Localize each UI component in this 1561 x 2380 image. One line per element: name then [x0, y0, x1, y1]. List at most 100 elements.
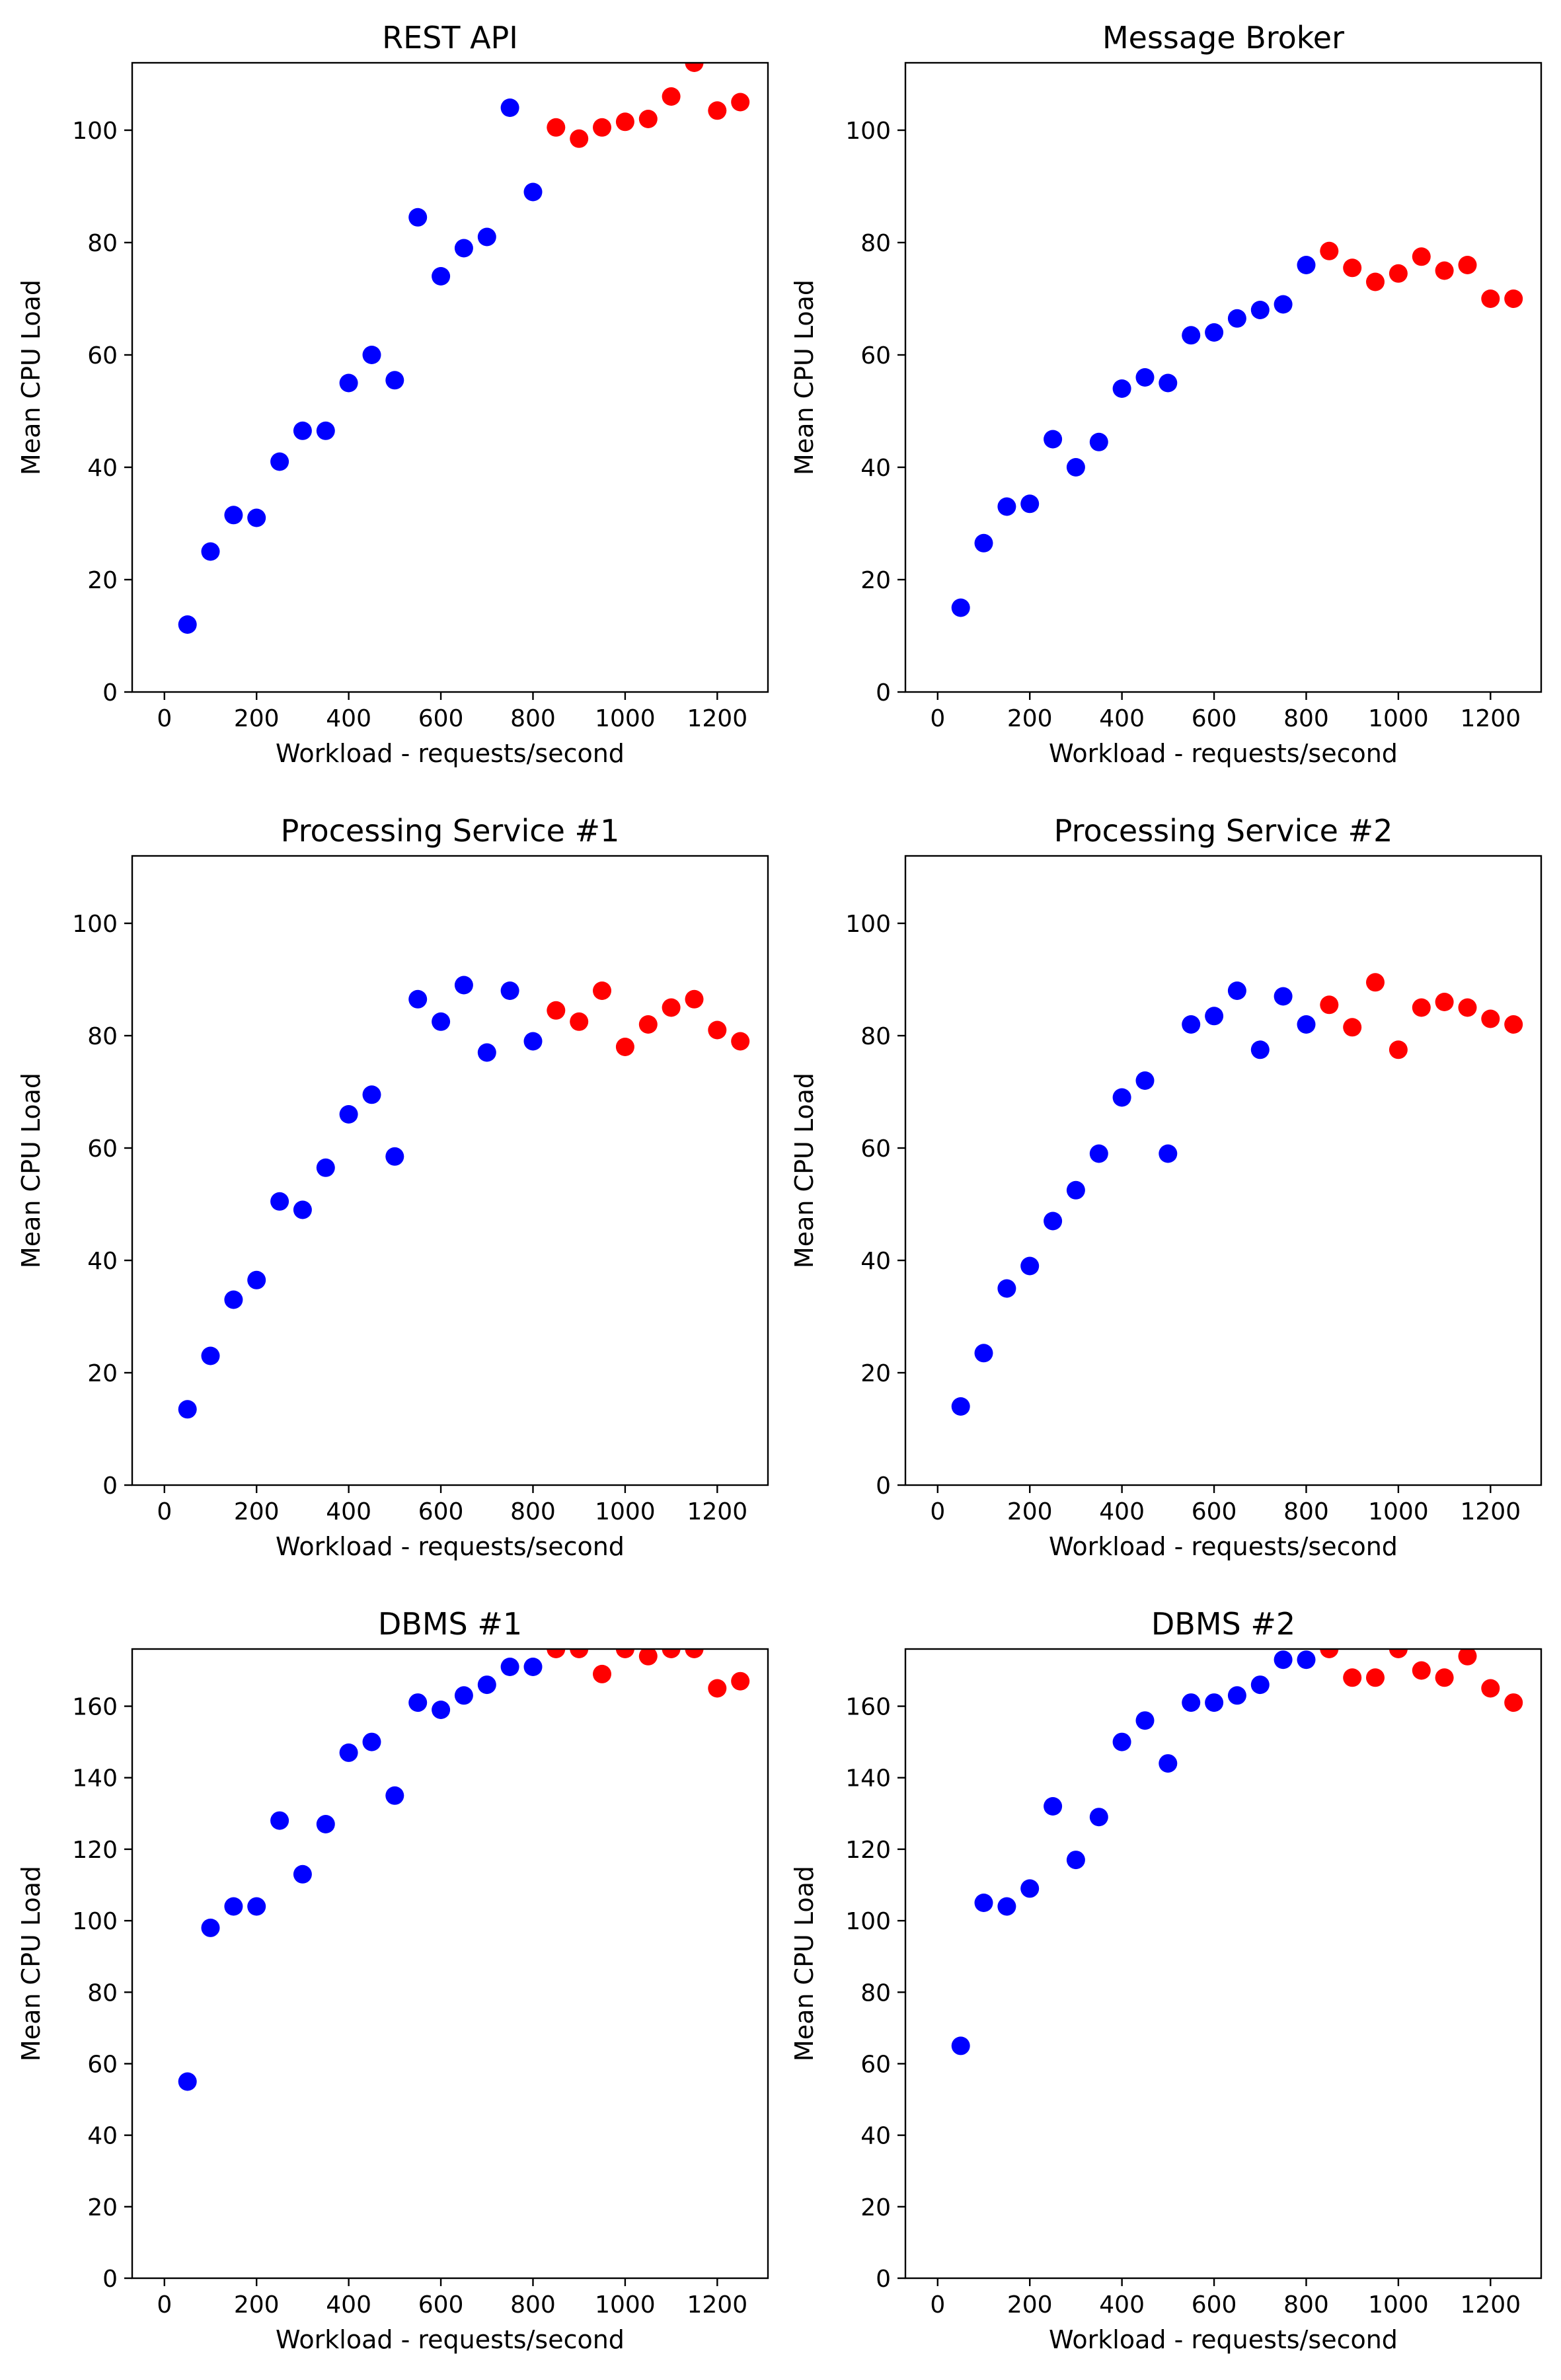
data-point-above: [1320, 241, 1339, 260]
data-point-below: [1020, 494, 1040, 514]
data-point-above: [708, 101, 727, 120]
x-tick-label: 200: [234, 2291, 280, 2319]
data-point-below: [951, 1397, 970, 1416]
y-axis-label: Mean CPU Load: [790, 280, 819, 475]
y-tick-label: 160: [72, 1694, 118, 1721]
y-axis-label: Mean CPU Load: [790, 1073, 819, 1268]
data-point-below: [1205, 1007, 1224, 1026]
data-point-below: [500, 98, 519, 117]
data-point-below: [1112, 1088, 1131, 1107]
data-point-above: [685, 63, 704, 72]
x-tick-label: 600: [418, 705, 464, 732]
data-point-below: [1159, 1144, 1178, 1163]
data-point-above: [1458, 998, 1477, 1017]
data-point-below: [316, 421, 335, 440]
data-point-below: [408, 208, 428, 227]
y-axis-label: Mean CPU Load: [17, 1073, 46, 1268]
data-point-above: [547, 1001, 566, 1020]
data-point-below: [293, 421, 312, 440]
data-point-above: [547, 1649, 566, 1658]
data-point-above: [1458, 1649, 1477, 1666]
data-point-above: [638, 1015, 658, 1034]
data-point-below: [1044, 1211, 1063, 1231]
data-point-below: [247, 508, 266, 527]
y-tick-label: 0: [876, 1473, 891, 1500]
data-point-above: [1343, 1018, 1362, 1037]
chart-panel: 0 200 400 600 800 1000 1200 0 20 40 60 80 100 REST AP…: [17, 20, 769, 768]
y-tick-label: 80: [87, 1979, 118, 2007]
y-tick-label: 40: [860, 455, 891, 482]
data-point-below: [1250, 1675, 1270, 1695]
x-tick-label: 1200: [1461, 1498, 1521, 1525]
data-point-above: [731, 1671, 750, 1691]
data-point-below: [1044, 430, 1063, 449]
x-tick-label: 0: [930, 2291, 945, 2319]
data-points: [951, 1649, 1523, 2055]
axes-frame: [904, 1648, 1542, 2280]
x-tick-label: 800: [510, 2291, 556, 2319]
x-tick-label: 1200: [1461, 705, 1521, 732]
x-axis-label: Workload - requests/second: [276, 2325, 625, 2354]
data-point-below: [477, 1043, 496, 1062]
x-tick-label: 800: [1283, 705, 1329, 732]
y-tick-label: 40: [860, 2123, 891, 2150]
data-point-below: [1250, 301, 1270, 319]
data-point-below: [454, 239, 473, 258]
data-point-below: [1182, 326, 1201, 345]
data-point-below: [385, 371, 404, 390]
data-point-below: [477, 227, 496, 247]
x-tick-label: 400: [326, 1498, 371, 1525]
chart-panel: 0 200 400 600 800 1000 1200 0 20 40 60 80 100 Message…: [790, 20, 1542, 768]
axes-frame: [131, 855, 769, 1486]
x-tick-label: 400: [326, 705, 371, 732]
data-point-below: [1066, 458, 1085, 477]
x-axis-label: Workload - requests/second: [1049, 1532, 1398, 1561]
data-point-above: [685, 1649, 704, 1658]
y-tick-label: 0: [876, 2266, 891, 2293]
y-tick-label: 100: [845, 1908, 891, 1935]
data-point-above: [1412, 1661, 1431, 1680]
y-tick-label: 100: [845, 118, 891, 145]
x-axis-label: Workload - requests/second: [276, 1532, 625, 1561]
data-point-below: [293, 1200, 312, 1219]
y-tick-label: 0: [102, 1473, 118, 1500]
data-point-below: [1297, 1015, 1316, 1034]
data-point-below: [500, 981, 519, 1000]
data-point-below: [454, 976, 473, 995]
data-point-below: [178, 615, 197, 634]
data-point-below: [1089, 1144, 1108, 1163]
y-tick-label: 20: [87, 2194, 118, 2221]
data-point-below: [224, 1897, 243, 1916]
x-tick-label: 600: [1192, 1498, 1237, 1525]
x-axis-label: Workload - requests/second: [276, 739, 625, 768]
data-points: [951, 973, 1523, 1416]
data-point-below: [224, 1290, 243, 1309]
data-point-below: [201, 1346, 220, 1365]
data-point-above: [593, 118, 611, 137]
x-tick-label: 0: [930, 1498, 945, 1525]
x-tick-label: 400: [326, 2291, 371, 2319]
y-tick-label: 20: [860, 1360, 891, 1387]
data-point-above: [1435, 993, 1454, 1011]
x-tick-label: 600: [418, 2291, 464, 2319]
chart-title: Processing Service #2: [1054, 813, 1393, 849]
x-tick-label: 0: [157, 2291, 172, 2319]
data-point-above: [615, 112, 634, 132]
data-point-above: [570, 129, 589, 148]
data-point-below: [201, 542, 220, 561]
y-tick-label: 0: [102, 2266, 118, 2293]
y-tick-label: 140: [845, 1765, 891, 1792]
data-point-below: [1089, 1808, 1108, 1827]
y-tick-label: 120: [72, 1837, 118, 1864]
data-point-below: [1250, 1040, 1270, 1059]
x-tick-label: 0: [157, 705, 172, 732]
data-point-below: [1205, 323, 1224, 342]
y-tick-label: 100: [72, 1908, 118, 1935]
y-tick-label: 60: [860, 2051, 891, 2078]
data-point-above: [615, 1649, 634, 1658]
data-point-above: [638, 110, 658, 128]
data-point-below: [1182, 1693, 1201, 1712]
data-points: [178, 976, 750, 1419]
data-point-above: [685, 989, 704, 1009]
y-tick-label: 60: [87, 342, 118, 369]
